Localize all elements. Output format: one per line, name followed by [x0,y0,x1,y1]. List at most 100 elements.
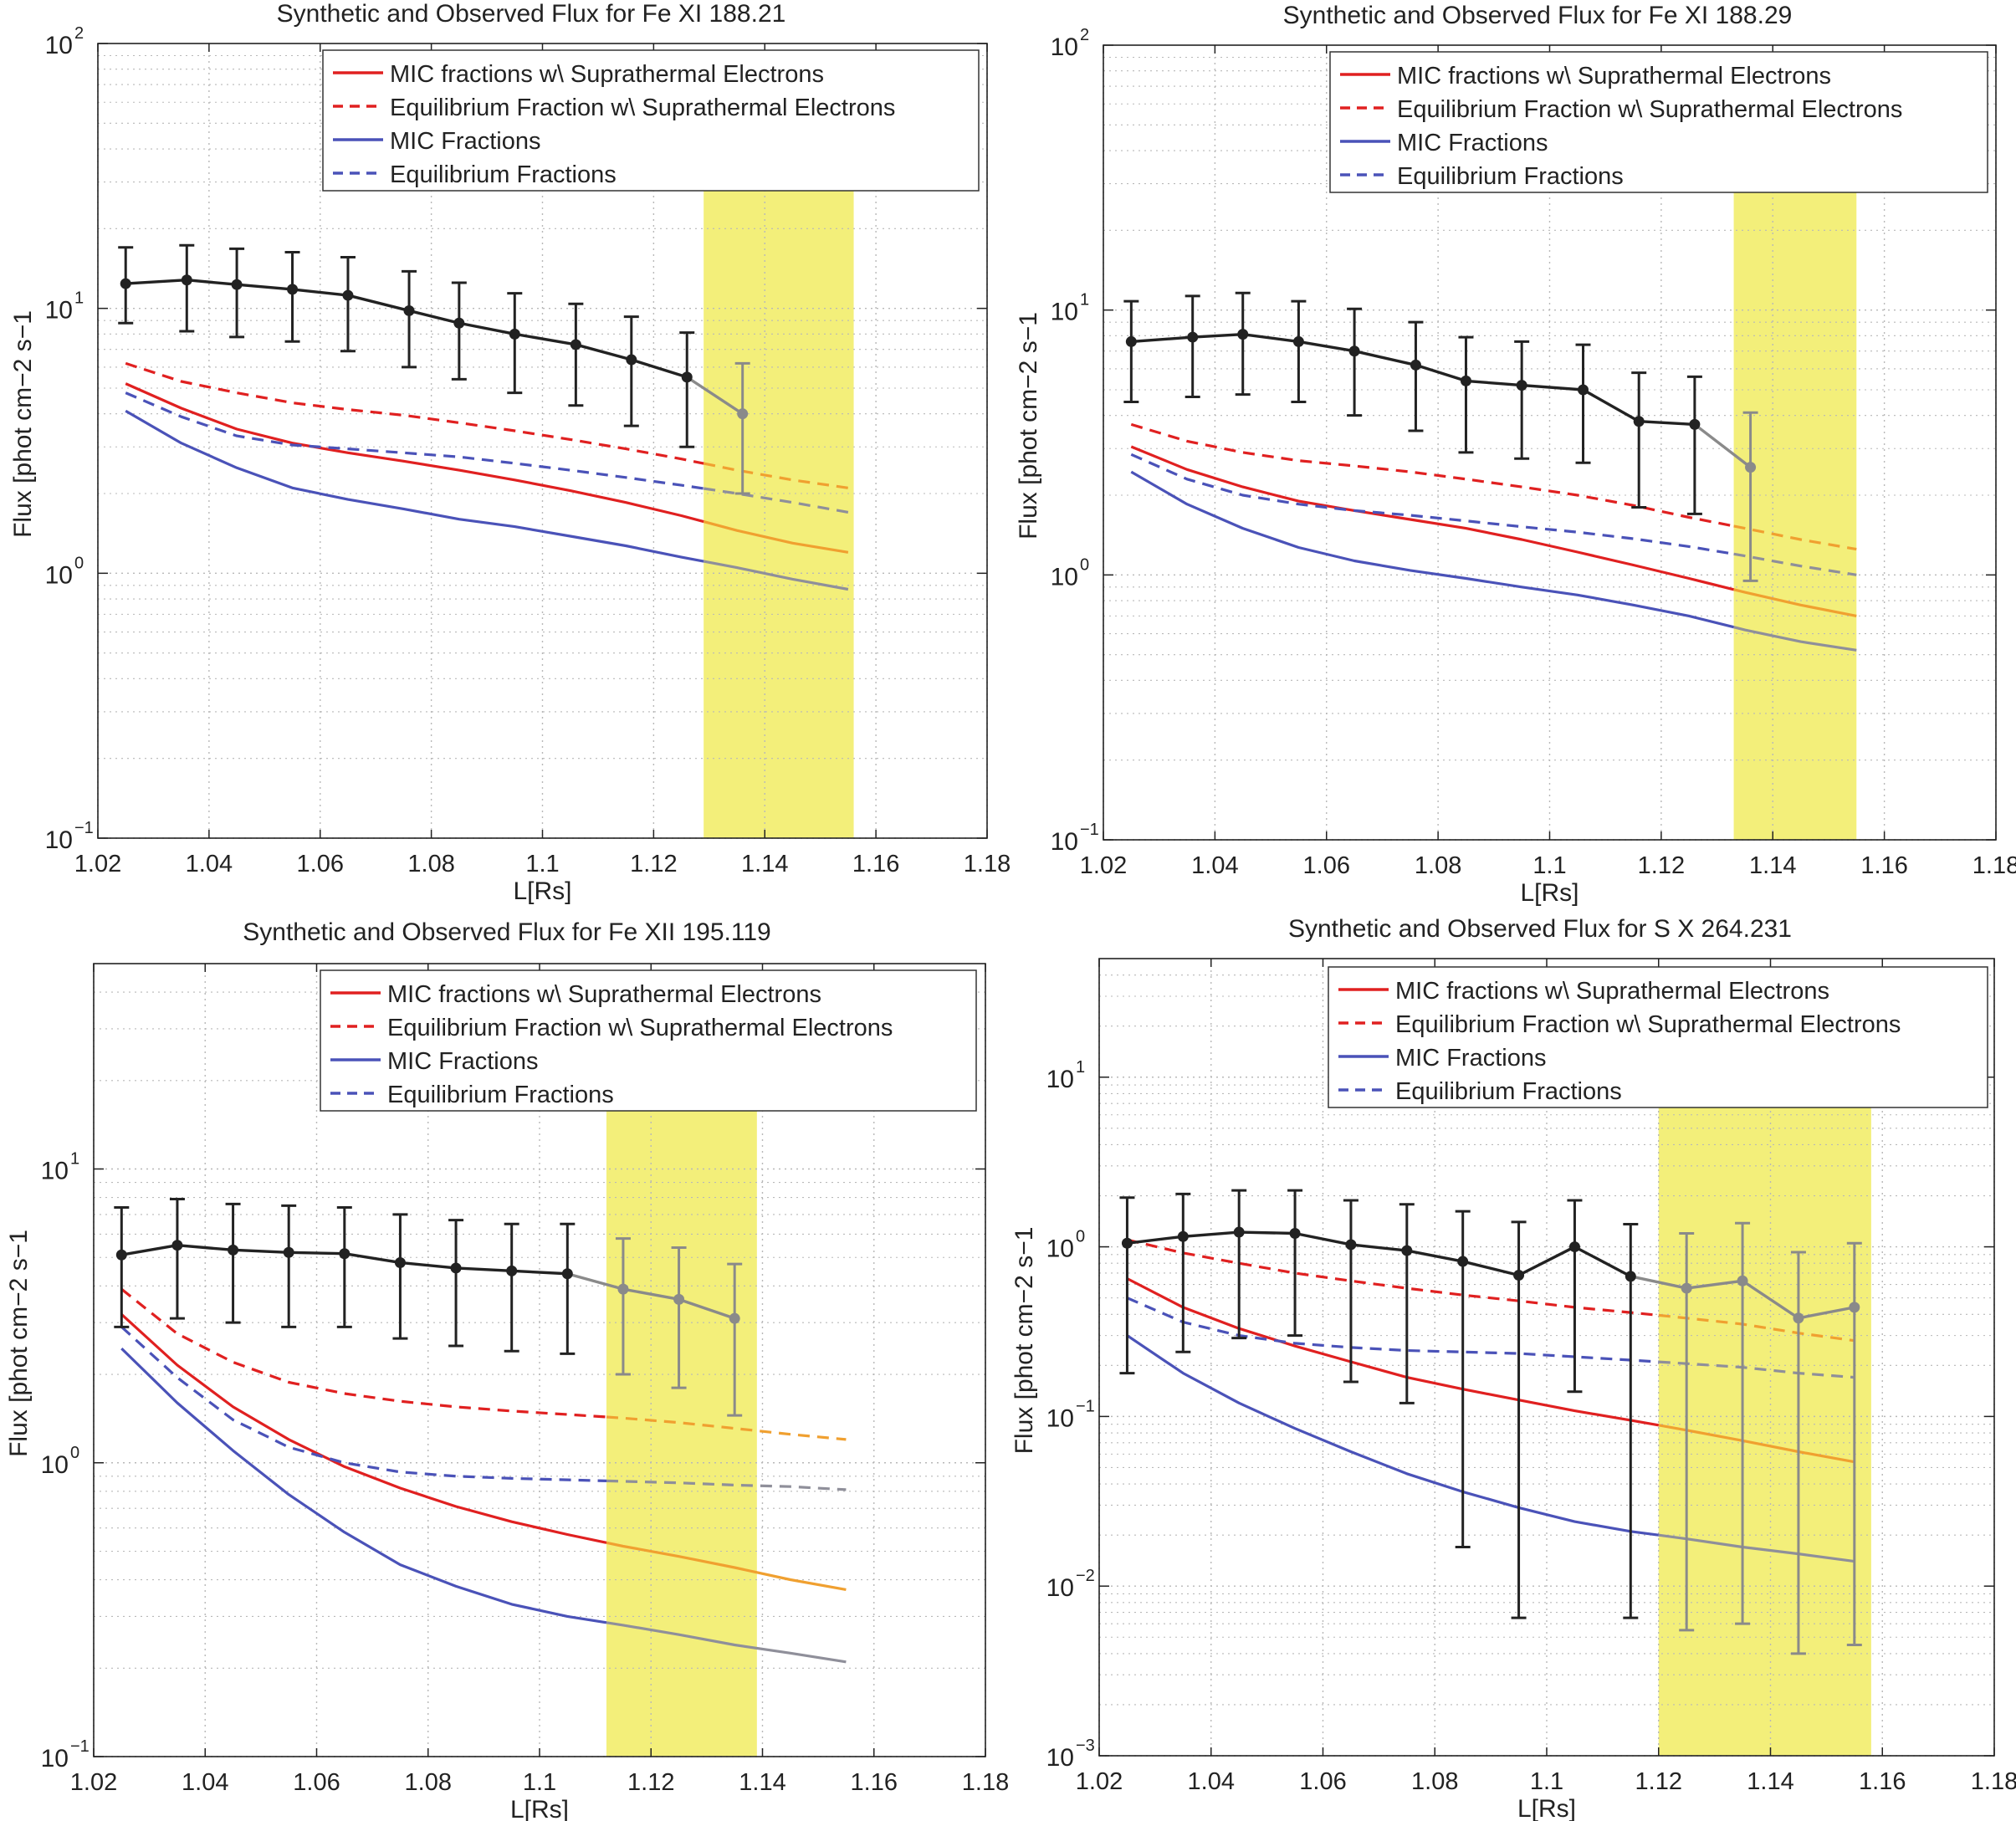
observed-point [394,1256,406,1268]
observed-line-segment [408,309,460,325]
chart-title: Synthetic and Observed Flux for S X 264.… [1288,915,1792,943]
observed-point [403,304,415,316]
observed-point [1401,1245,1413,1256]
series-line-in-band [606,1479,847,1491]
observed-line-segment [678,1297,735,1320]
y-tick-label: 10 [41,1745,69,1772]
observed-line-segment [1522,383,1584,391]
legend: MIC fractions w\ Suprathermal Electrons E… [322,49,980,192]
observed-line-segment [1630,1275,1687,1290]
observed-line-segment [575,343,632,361]
observed-line-segment [1298,340,1355,353]
observed-line-segment [125,279,187,285]
observed-point [1121,1237,1133,1249]
x-tick-label: 1.18 [962,1769,1009,1796]
observed-line-segment [514,332,576,346]
observed-line-segment [1686,1279,1743,1290]
x-tick-label: 1.12 [630,851,677,877]
observed-line-segment [400,1261,457,1270]
observed-line-segment [344,1252,401,1265]
x-tick-label: 1.08 [405,1769,452,1796]
series-line [125,361,704,465]
series-line [1130,445,1734,591]
x-tick-label: 1.18 [1971,1768,2016,1795]
observed-point [1125,335,1137,347]
y-tick-label: 10 [41,1158,69,1185]
y-tick-label: 10 [1051,299,1078,326]
legend: MIC fractions w\ Suprathermal Electrons E… [1329,51,1988,193]
observed-line-segment [1466,379,1522,387]
observed-point [1345,1239,1357,1251]
y-tick-exponent: −1 [1076,1397,1095,1415]
x-tick-label: 1.14 [741,851,788,877]
y-tick-exponent: 2 [74,24,84,43]
legend-label: Equilibrium Fraction w\ Suprathermal Ele… [387,1015,893,1041]
observed-point [737,408,749,420]
observed-point [1737,1275,1748,1286]
y-tick-exponent: −1 [74,819,94,837]
observed-point [1578,384,1589,396]
x-tick-label: 1.02 [1076,1768,1123,1795]
x-tick-label: 1.06 [297,851,344,877]
observed-point [509,328,520,340]
series-line [1130,453,1734,555]
observed-point [1410,359,1421,371]
series-line-in-band [606,1621,847,1664]
highlight-band [704,191,854,838]
series-line [125,391,704,490]
x-axis-label: L[Rs] [1517,1795,1576,1821]
y-tick-label: 10 [1051,563,1078,591]
y-tick-exponent: −3 [1076,1737,1095,1755]
y-tick-exponent: 0 [74,554,84,572]
series-line [120,1347,607,1624]
observed-point [171,1240,183,1251]
observed-point [1849,1302,1860,1313]
x-tick-label: 1.04 [186,851,233,877]
legend-label: Equilibrium Fraction w\ Suprathermal Ele… [1397,96,1902,123]
y-axis-label: Flux [phot cm−2 s−1 [5,1230,33,1457]
y-tick-label: 10 [45,297,73,325]
y-tick-label: 10 [1046,1066,1074,1093]
observed-point [673,1293,685,1305]
series-line [1126,1297,1659,1363]
x-tick-label: 1.12 [627,1769,674,1796]
y-axis-label: Flux [phot cm−2 s−1 [1011,1227,1038,1455]
y-tick-exponent: −1 [1080,821,1099,839]
observed-line-segment [458,321,515,336]
x-tick-label: 1.1 [1530,1768,1563,1795]
series-line [1130,422,1734,528]
observed-line-segment [1242,332,1299,344]
observed-line-segment [1573,1246,1632,1278]
y-tick-exponent: 1 [1080,291,1089,309]
observed-line-segment [1415,363,1466,383]
x-tick-label: 1.14 [1747,1768,1793,1795]
y-tick-exponent: 0 [70,1444,79,1462]
y-axis-label: Flux [phot cm−2 s−1 [1015,312,1042,540]
x-tick-label: 1.06 [1303,852,1350,879]
observed-point [506,1265,518,1276]
x-tick-label: 1.06 [1299,1768,1346,1795]
observed-line-segment [177,1244,233,1252]
series-line-in-band [703,462,849,489]
legend: MIC fractions w\ Suprathermal Electrons E… [1328,966,1988,1108]
y-tick-label: 10 [1051,828,1078,856]
series-line [1127,1238,1659,1317]
series-line-in-band [1733,524,1857,551]
legend-label: MIC Fractions [390,128,540,155]
legend-box [1328,966,1988,1108]
y-tick-exponent: 2 [1080,26,1089,44]
series-line-in-band [1733,552,1857,576]
x-tick-label: 1.18 [1973,852,2016,879]
observed-line-segment [1693,423,1752,468]
observed-point [1460,375,1471,386]
y-tick-exponent: 0 [1080,555,1089,574]
observed-line-segment [1183,1230,1240,1238]
x-axis-label: L[Rs] [513,877,571,905]
observed-line-segment [455,1266,512,1273]
x-tick-label: 1.12 [1635,1768,1682,1795]
x-tick-label: 1.16 [1860,852,1907,879]
observed-point [342,289,354,301]
series-line-in-band [703,487,849,514]
